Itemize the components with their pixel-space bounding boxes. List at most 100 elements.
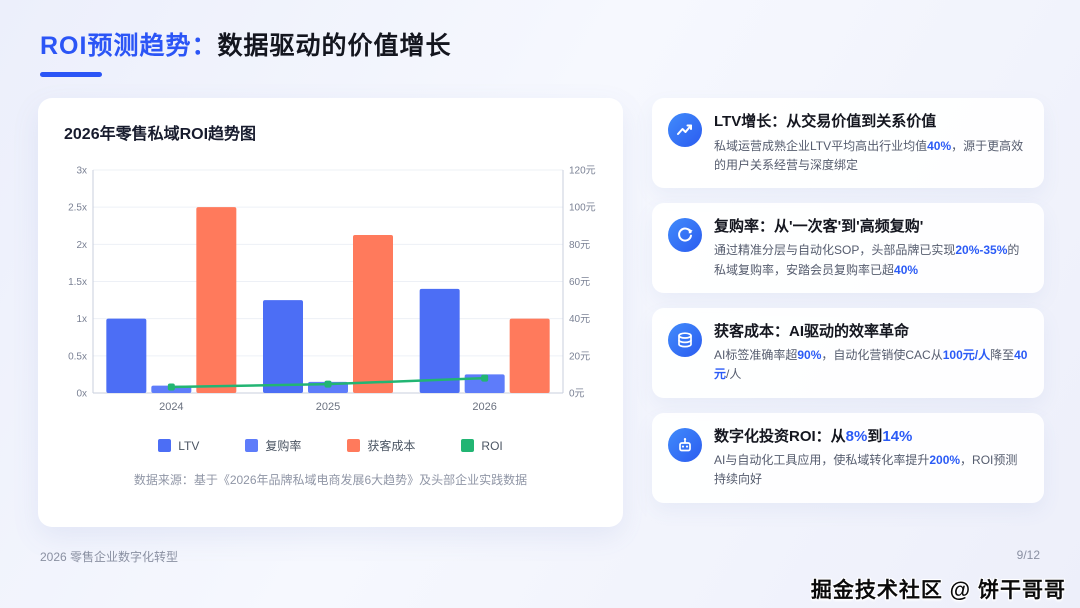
x-axis-label: 2024 (159, 401, 183, 413)
info-card-content: 复购率：从'一次客'到'高频复购' 通过精准分层与自动化SOP，头部品牌已实现2… (714, 217, 1028, 280)
footer-text: 2026 零售企业数字化转型 (40, 550, 179, 564)
page-title-accent: ROI预测趋势： (40, 32, 218, 60)
right-axis-tick: 0元 (569, 389, 585, 400)
text-segment: 私域运营成熟企业LTV平均高出行业均值 (714, 138, 928, 153)
left-axis-tick: 2x (76, 240, 87, 251)
info-card-repurchase: 复购率：从'一次客'到'高频复购' 通过精准分层与自动化SOP，头部品牌已实现2… (652, 202, 1044, 293)
x-axis-label: 2025 (315, 401, 339, 413)
legend-swatch (347, 439, 361, 452)
text-segment: 到 (867, 427, 883, 445)
highlight-text: 20%-35% (955, 243, 1008, 258)
coins-icon (668, 322, 702, 357)
legend-label: LTV (178, 438, 200, 453)
info-card-title: LTV增长：从交易价值到关系价值 (714, 112, 1028, 132)
text-segment: ，ROI预测持续向好 (714, 453, 1018, 487)
coins-icon-glyph (678, 332, 692, 348)
highlight-text: 40元 (714, 348, 1028, 382)
info-card-content: 数字化投资ROI：从8%到14% AI与自动化工具应用，使私域转化率提升200%… (714, 427, 1028, 490)
text-segment: AI与自动化工具应用，使私域转化率提升 (714, 453, 930, 468)
highlight-text: 40% (927, 138, 952, 153)
text-segment: 降至 (990, 348, 1015, 363)
roi-trend-chart: 0x 0元 0.5x 20元 1x 40元 1.5x 60元 2x 80元 2.5x 100元 3x 12… (68, 166, 596, 414)
highlight-text: 14% (882, 427, 913, 445)
info-card-title: 复购率：从'一次客'到'高频复购' (714, 217, 1028, 237)
right-axis-tick: 80元 (569, 240, 590, 251)
left-axis-tick: 1.5x (68, 277, 87, 288)
bar-LTV-2026 (419, 288, 460, 393)
chart-card: 2026年零售私域ROI趋势图 0x 0元 0.5x 20元 1x 40元 1.5x 60元 2… (38, 98, 623, 527)
highlight-text: 8% (845, 427, 868, 445)
bar-获客成本-2026 (509, 318, 550, 393)
text-segment: ，源于更高效的用户关系经营与深度绑定 (714, 138, 1024, 172)
right-axis-tick: 60元 (569, 277, 590, 288)
highlight-text: 40% (894, 262, 919, 277)
repeat-icon (668, 217, 702, 252)
right-axis-tick: 100元 (569, 203, 596, 214)
text-segment: /人 (726, 367, 742, 382)
right-axis-tick: 20元 (569, 351, 590, 362)
legend-item-获客成本: 获客成本 (347, 437, 415, 454)
left-axis-tick: 1x (76, 314, 87, 325)
text-segment: ，自动化营销使CAC从 (821, 348, 943, 363)
page-title-main: 数据驱动的价值增长 (217, 32, 452, 60)
info-card-content: LTV增长：从交易价值到关系价值 私域运营成熟企业LTV平均高出行业均值40%，… (714, 112, 1028, 175)
text-segment: 获客成本：AI驱动的效率革命 (714, 322, 910, 340)
text-segment: 的私域复购率，安踏会员复购率已超 (714, 243, 1020, 277)
bar-获客成本-2025 (352, 235, 393, 393)
text-segment: AI标签准确率超 (714, 348, 798, 363)
chart-title: 2026年零售私域ROI趋势图 (64, 126, 257, 143)
legend-swatch (245, 439, 259, 452)
bar-LTV-2024 (105, 318, 146, 393)
bar-获客成本-2024 (195, 207, 236, 393)
page-title: ROI预测趋势：数据驱动的价值增长 (40, 26, 451, 62)
left-axis-tick: 0x (76, 389, 87, 400)
text-segment: 数字化投资ROI：从 (714, 427, 846, 445)
page-number: 9/12 (1016, 548, 1040, 562)
legend-label: 获客成本 (367, 439, 416, 453)
info-card-body: AI与自动化工具应用，使私域转化率提升200%，ROI预测持续向好 (714, 451, 1028, 489)
highlight-text: 100元/人 (942, 348, 991, 363)
info-card-cac: 获客成本：AI驱动的效率革命 AI标签准确率超90%，自动化营销使CAC从100… (652, 307, 1044, 398)
info-card-body: AI标签准确率超90%，自动化营销使CAC从100元/人降至40元/人 (714, 346, 1028, 384)
bar-LTV-2025 (262, 300, 303, 393)
x-axis-label: 2026 (472, 401, 496, 413)
left-axis-tick: 2.5x (68, 203, 87, 214)
text-segment: 通过精准分层与自动化SOP，头部品牌已实现 (714, 243, 956, 258)
legend-swatch (461, 439, 475, 452)
right-axis-tick: 120元 (569, 166, 596, 177)
line-chart-icon (668, 113, 702, 147)
line-chart-icon-glyph (677, 124, 692, 135)
info-card-title: 数字化投资ROI：从8%到14% (714, 427, 1028, 447)
right-axis-tick: 40元 (569, 314, 590, 325)
highlight-text: 90% (797, 348, 822, 363)
info-card-content: 获客成本：AI驱动的效率革命 AI标签准确率超90%，自动化营销使CAC从100… (714, 322, 1028, 385)
text-segment: 复购率：从'一次客'到'高频复购' (714, 217, 924, 235)
legend-item-ROI: ROI (461, 438, 503, 453)
info-cards: LTV增长：从交易价值到关系价值 私域运营成熟企业LTV平均高出行业均值40%，… (652, 98, 1044, 503)
repeat-icon-glyph (678, 227, 693, 242)
chart-source: 数据来源：基于《2026年品牌私域电商发展6大趋势》及头部企业实践数据 (133, 473, 528, 487)
line-marker-ROI (167, 383, 175, 391)
line-marker-ROI (324, 380, 331, 388)
legend-label: ROI (481, 438, 503, 453)
left-axis-tick: 0.5x (68, 351, 87, 362)
legend-item-LTV: LTV (158, 439, 199, 453)
left-axis-tick: 3x (76, 166, 87, 177)
highlight-text: 200% (929, 453, 961, 468)
info-card-digital-roi: 数字化投资ROI：从8%到14% AI与自动化工具应用，使私域转化率提升200%… (652, 412, 1044, 503)
line-marker-ROI (480, 374, 488, 382)
info-card-title: 获客成本：AI驱动的效率革命 (714, 322, 1028, 342)
watermark: 掘金技术社区 @ 饼干哥哥 (810, 579, 1066, 602)
text-segment: LTV增长：从交易价值到关系价值 (714, 113, 937, 130)
title-underline (40, 72, 102, 77)
info-card-ltv: LTV增长：从交易价值到关系价值 私域运营成熟企业LTV平均高出行业均值40%，… (652, 98, 1044, 188)
chart-legend: LTV 复购率 获客成本 ROI (38, 437, 623, 454)
legend-item-复购率: 复购率 (245, 437, 301, 454)
info-card-body: 私域运营成熟企业LTV平均高出行业均值40%，源于更高效的用户关系经营与深度绑定 (714, 137, 1028, 175)
info-card-body: 通过精准分层与自动化SOP，头部品牌已实现20%-35%的私域复购率，安踏会员复… (714, 241, 1028, 279)
robot-icon-glyph (679, 437, 691, 451)
legend-swatch (158, 439, 172, 452)
legend-label: 复购率 (265, 439, 302, 453)
robot-icon (668, 427, 702, 462)
